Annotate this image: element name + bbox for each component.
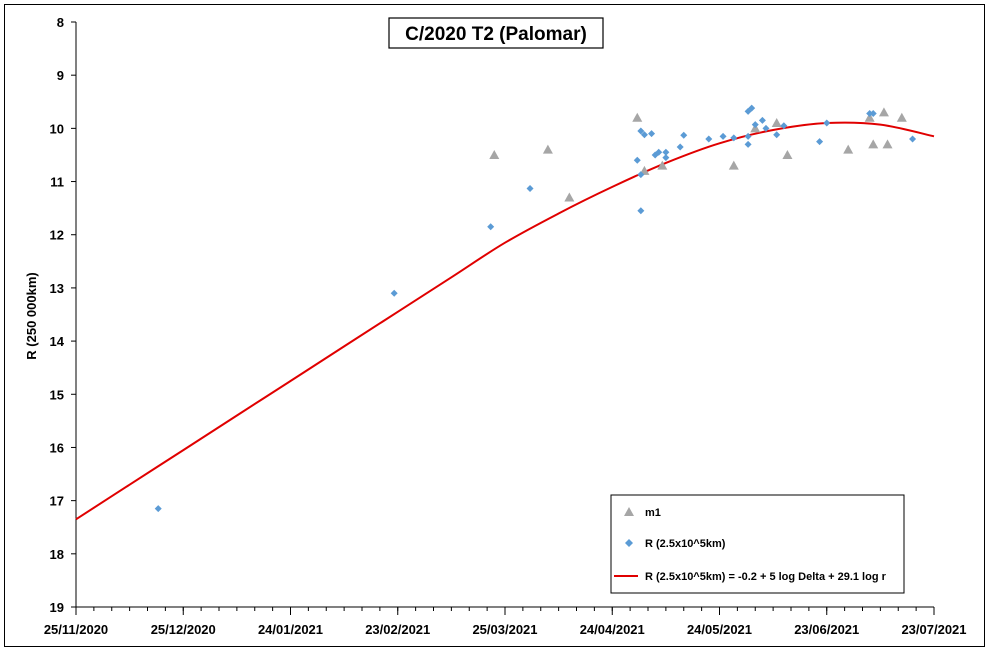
legend-fit-label: R (2.5x10^5km) = -0.2 + 5 log Delta + 29…: [645, 571, 887, 583]
r-point: [637, 171, 645, 179]
x-tick-label: 23/06/2021: [794, 622, 859, 637]
r-point: [637, 207, 645, 215]
y-tick-label: 13: [50, 281, 64, 296]
chart-title: C/2020 T2 (Palomar): [405, 24, 587, 45]
x-tick-label: 24/04/2021: [580, 622, 645, 637]
m1-point: [868, 139, 879, 149]
axes: 8 9 10 11 12 13 14 15 16 17 18 19 25/11/2020 25/12/2…: [44, 15, 967, 637]
r-point: [751, 121, 759, 129]
m1-point: [728, 160, 739, 170]
y-tick-label: 8: [57, 15, 64, 30]
r-point: [762, 124, 770, 132]
r-point: [866, 109, 874, 117]
r-point: [730, 134, 738, 142]
legend-r-label: R (2.5x10^5km): [645, 538, 726, 550]
r-point: [744, 132, 752, 140]
y-tick-label: 16: [50, 440, 64, 455]
r-point: [823, 119, 831, 127]
r-point: [487, 223, 495, 231]
x-tick-label: 24/05/2021: [687, 622, 752, 637]
r-point: [637, 127, 645, 135]
y-tick-label: 11: [50, 175, 64, 190]
r-point: [390, 289, 398, 297]
y-axis-title: R (250 000km): [24, 272, 39, 359]
r-point: [780, 122, 788, 130]
r-point: [909, 135, 917, 143]
r-point: [816, 138, 824, 146]
x-tick-label: 24/01/2021: [258, 622, 323, 637]
r-point: [758, 116, 766, 124]
y-tick-label: 10: [50, 121, 64, 136]
m1-point: [896, 112, 907, 122]
legend-m1-label: m1: [645, 507, 661, 519]
m1-point: [882, 139, 893, 149]
m1-point: [843, 144, 854, 154]
legend-r-marker: [625, 539, 633, 547]
m1-point: [564, 192, 575, 202]
r-point: [648, 130, 656, 138]
r-point: [526, 184, 534, 192]
y-tick-label: 14: [50, 334, 65, 349]
r-point: [655, 148, 663, 156]
m1-point: [782, 149, 793, 159]
y-tick-label: 19: [50, 600, 64, 615]
x-tick-label: 25/12/2020: [151, 622, 216, 637]
chart-title-box: C/2020 T2 (Palomar): [388, 17, 604, 49]
m1-point: [489, 149, 500, 159]
r-point: [748, 104, 756, 112]
m1-point: [657, 160, 668, 170]
m1-point: [878, 107, 889, 117]
m1-point: [771, 118, 782, 128]
r-point: [744, 140, 752, 148]
r-point: [676, 143, 684, 151]
x-tick-label: 25/03/2021: [472, 622, 537, 637]
r-point: [640, 131, 648, 139]
r-point: [633, 156, 641, 164]
x-tick-label: 23/02/2021: [365, 622, 430, 637]
legend: m1 R (2.5x10^5km) R (2.5x10^5km) = -0.2 …: [610, 494, 905, 594]
y-tick-label: 9: [57, 68, 64, 83]
r-point: [719, 132, 727, 140]
y-ticks: 8 9 10 11 12 13 14 15 16 17 18 19: [50, 15, 76, 615]
m1-point: [632, 112, 643, 122]
r-point: [773, 131, 781, 139]
r-point: [662, 148, 670, 156]
x-tick-label: 23/07/2021: [901, 622, 966, 637]
r-point: [154, 505, 162, 513]
plot-marks: [75, 104, 935, 521]
x-tick-label: 25/11/2020: [44, 622, 108, 637]
fit-curve-line: [75, 121, 935, 521]
x-ticks: 25/11/2020 25/12/2020 24/01/2021 23/02/2021…: [44, 607, 967, 637]
r-point: [869, 109, 877, 117]
legend-m1-marker: [624, 507, 634, 516]
y-tick-label: 15: [50, 387, 64, 402]
r-point: [680, 131, 688, 139]
m1-point: [542, 144, 553, 154]
y-tick-label: 18: [50, 547, 64, 562]
y-tick-label: 17: [50, 494, 64, 509]
y-tick-label: 12: [50, 228, 64, 243]
m1-point: [864, 112, 875, 122]
r-point: [705, 135, 713, 143]
r-point: [662, 154, 670, 162]
